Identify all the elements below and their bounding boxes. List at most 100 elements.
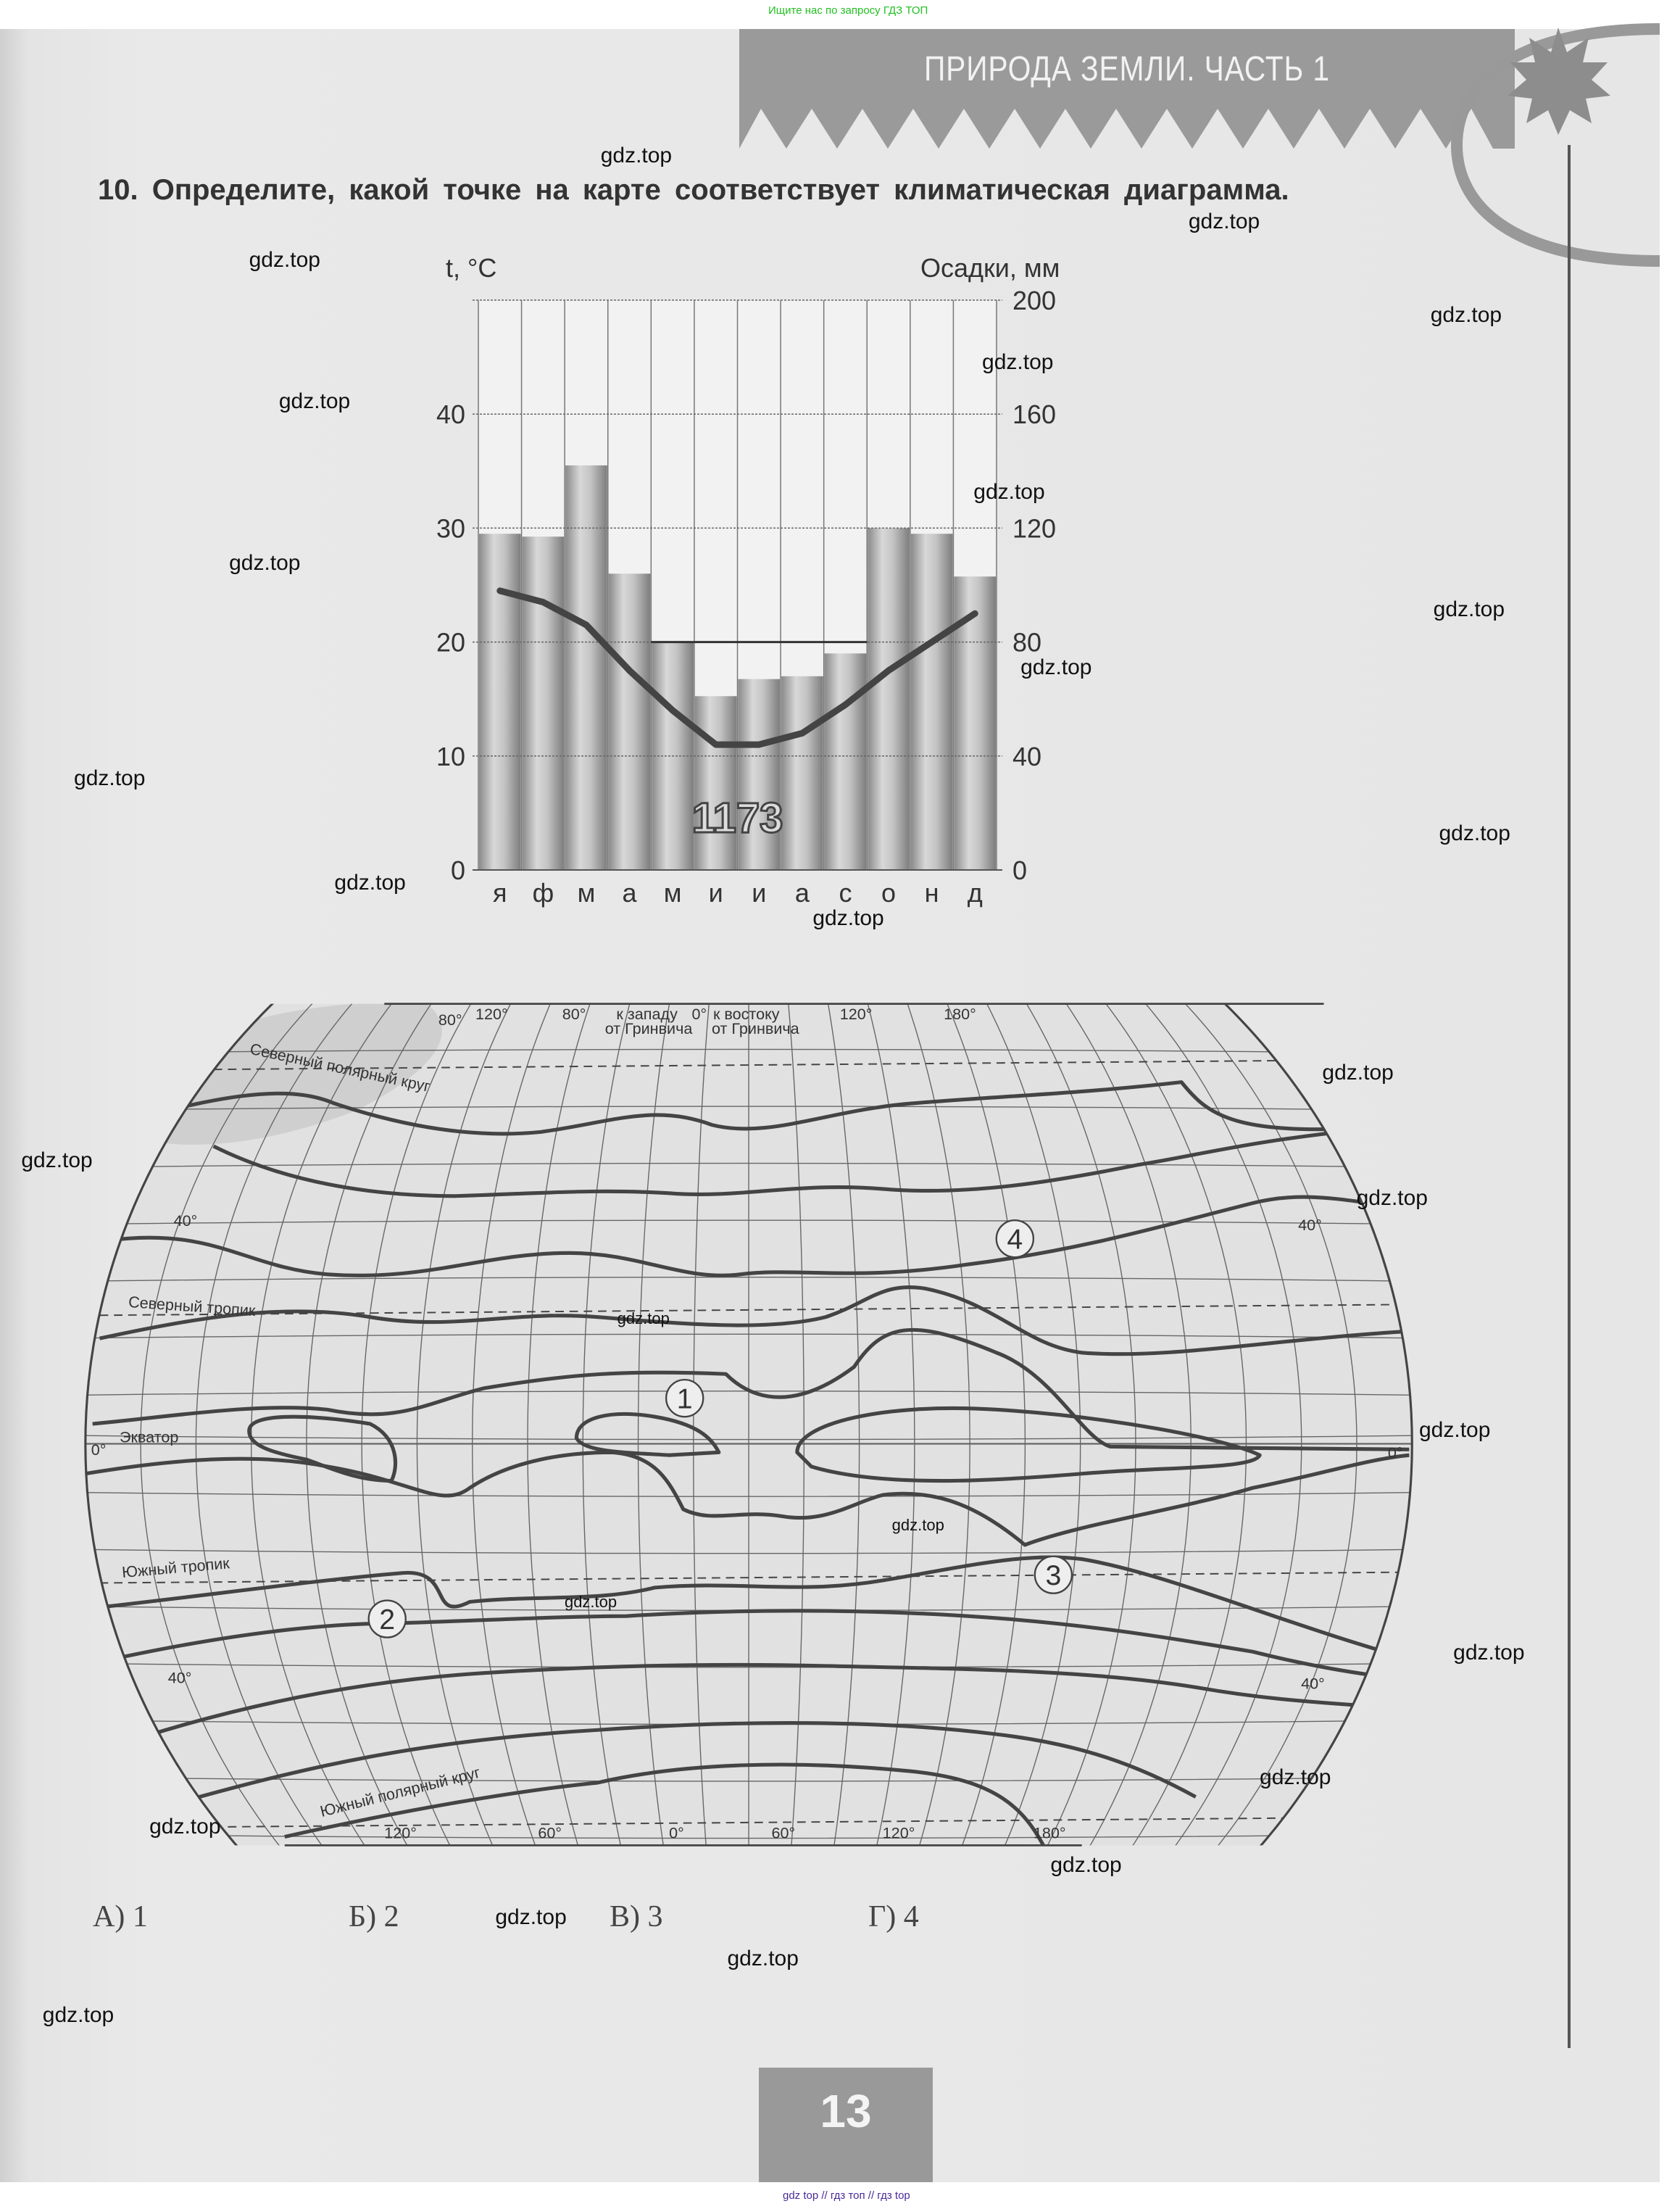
watermark: gdz.top <box>973 480 1045 505</box>
precipitation-bar <box>565 465 607 870</box>
left-tick-label: 0 <box>451 855 465 885</box>
map-point-3[interactable]: 3 <box>1034 1555 1073 1594</box>
right-axis-label: Осадки, мм <box>920 253 1060 283</box>
watermark: gdz.top <box>42 2002 115 2027</box>
svg-text:1: 1 <box>677 1383 693 1414</box>
month-label: д <box>968 878 983 908</box>
precipitation-bar <box>608 573 651 870</box>
parallel <box>85 1277 1413 1282</box>
map-point-4[interactable]: 4 <box>995 1219 1035 1259</box>
answer-value: 4 <box>903 1900 919 1934</box>
top-note: Ищите нас по запросу ГДЗ ТОП <box>768 4 928 17</box>
precipitation-bar <box>738 679 781 870</box>
watermark: gdz.top <box>727 1946 799 1970</box>
parallel <box>85 1662 1413 1668</box>
parallel <box>85 1333 1413 1339</box>
answer-letter: В) <box>610 1900 640 1934</box>
watermark: gdz.top <box>617 1309 670 1328</box>
right-tick-label: 80 <box>1012 628 1041 658</box>
watermark: gdz.top <box>891 1516 944 1535</box>
map-point-2[interactable]: 2 <box>367 1599 407 1638</box>
label-0-right: 0° <box>1388 1443 1403 1462</box>
label-top-0: 0° <box>692 1005 707 1023</box>
watermark: gdz.top <box>229 550 301 575</box>
answer-option-b[interactable]: Б) 2 <box>349 1899 399 1934</box>
watermark: gdz.top <box>1439 821 1510 845</box>
page-number-box <box>759 2068 933 2182</box>
precipitation-bar <box>781 676 823 870</box>
watermark: gdz.top <box>21 1148 93 1172</box>
label-east-greenwich: от Гринвича <box>712 1019 800 1037</box>
parallel <box>85 1106 1413 1111</box>
answer-option-a[interactable]: А) 1 <box>93 1899 148 1934</box>
watermark: gdz.top <box>1050 1852 1122 1877</box>
answer-letter: А) <box>93 1900 125 1934</box>
label-west: к западу <box>616 1005 678 1023</box>
watermark: gdz.top <box>812 905 884 930</box>
label-40n-left: 40° <box>174 1211 198 1230</box>
label-equator: Экватор <box>120 1428 178 1446</box>
precipitation-bar <box>694 696 737 870</box>
left-tick-label: 20 <box>436 628 465 658</box>
precipitation-bar <box>824 653 867 870</box>
month-label: а <box>623 878 638 908</box>
right-tick-label: 0 <box>1012 855 1027 885</box>
map-outline <box>84 1003 1413 1846</box>
answer-option-v[interactable]: В) 3 <box>610 1899 663 1934</box>
answer-letter: Б) <box>349 1900 377 1934</box>
answer-value: 3 <box>647 1900 663 1934</box>
month-label: м <box>664 878 682 908</box>
label-east: к востоку <box>713 1005 780 1023</box>
label-west-greenwich: от Гринвича <box>605 1019 694 1037</box>
label-top-120e: 120° <box>840 1005 873 1023</box>
label-top-180: 180° <box>944 1005 976 1023</box>
label-40s-left: 40° <box>168 1668 192 1686</box>
parallel <box>57 992 1438 997</box>
answer-letter: Г) <box>868 1900 897 1934</box>
label-40s-right: 40° <box>1301 1674 1325 1692</box>
month-label: м <box>578 878 596 908</box>
watermark: gdz.top <box>1418 1418 1491 1443</box>
footer-watermark: gdz top // гдз топ // гдз top <box>783 2189 910 2202</box>
watermark: gdz.top <box>982 349 1054 374</box>
answer-option-g[interactable]: Г) 4 <box>868 1899 919 1934</box>
temperature-line <box>496 587 978 748</box>
label-top-80w-2: 80° <box>562 1005 586 1023</box>
map-point-1[interactable]: 1 <box>665 1378 704 1418</box>
right-tick-label: 200 <box>1012 286 1056 315</box>
precipitation-bar <box>522 536 565 870</box>
watermark: gdz.top <box>564 1592 617 1611</box>
climate-zone-boundaries <box>85 1080 1410 1846</box>
special-parallel <box>85 1571 1413 1584</box>
parallel <box>85 1833 1413 1839</box>
watermark: gdz.top <box>600 143 673 167</box>
watermark: gdz.top <box>1356 1186 1428 1211</box>
watermark: gdz.top <box>1020 655 1092 680</box>
watermark: gdz.top <box>1430 303 1502 328</box>
page-number: 13 <box>820 2085 872 2137</box>
special-parallel <box>85 1058 1413 1072</box>
star-icon <box>1508 28 1610 135</box>
precipitation-bar <box>910 534 953 870</box>
watermark: gdz.top <box>249 248 321 273</box>
month-label: я <box>493 878 507 908</box>
svg-text:3: 3 <box>1045 1559 1061 1591</box>
watermark: gdz.top <box>1260 1765 1331 1789</box>
section-title: ПРИРОДА ЗЕМЛИ. ЧАСТЬ 1 <box>924 50 1330 88</box>
label-top-80w: 80° <box>438 1011 462 1029</box>
label-top-120w: 120° <box>475 1005 508 1023</box>
special-parallel <box>85 1304 1413 1317</box>
special-parallel <box>85 1816 1413 1829</box>
label-bottom-120e: 120° <box>883 1824 915 1842</box>
answer-value: 1 <box>132 1900 148 1934</box>
precipitation-bar <box>479 534 521 870</box>
precipitation-bar <box>868 528 910 870</box>
watermark: gdz.top <box>495 1905 567 1929</box>
right-tick-label: 40 <box>1012 742 1041 771</box>
left-axis-label: t, °C <box>446 253 496 283</box>
watermark: gdz.top <box>1188 210 1260 234</box>
question-text: 10. Определите, какой точке на карте соо… <box>98 174 1289 206</box>
watermark: gdz.top <box>278 389 351 414</box>
